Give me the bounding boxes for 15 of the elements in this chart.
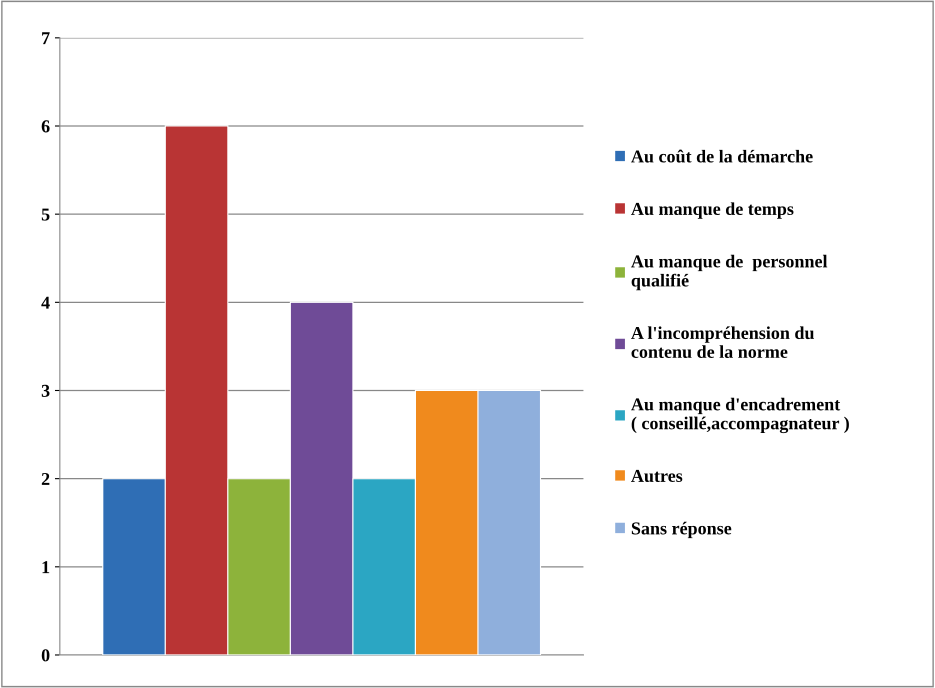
y-tick-label: 1 (42, 561, 50, 574)
y-tick-label: 7 (42, 32, 50, 44)
legend-label: Au manque de personnel qualifié (631, 254, 828, 290)
legend-label: Au manque d'encadrement ( conseillé,accompagnateur ) (631, 398, 849, 434)
legend-label: Au manque de temps (631, 202, 794, 219)
legend-label: A l'incompréhension du contenu de la norme (631, 326, 814, 358)
legend-label: Autres (631, 470, 682, 482)
y-tick-label: 4 (41, 296, 50, 309)
y-tick-label: 5 (42, 208, 50, 221)
y-tick-label: 3 (42, 384, 50, 397)
y-tick-label: 2 (42, 472, 50, 485)
legend-label: Au coût de la démarche (631, 150, 813, 163)
legend-label: Sans réponse (632, 522, 732, 538)
y-tick-label: 0 (42, 649, 50, 662)
y-tick-label: 6 (42, 120, 50, 132)
